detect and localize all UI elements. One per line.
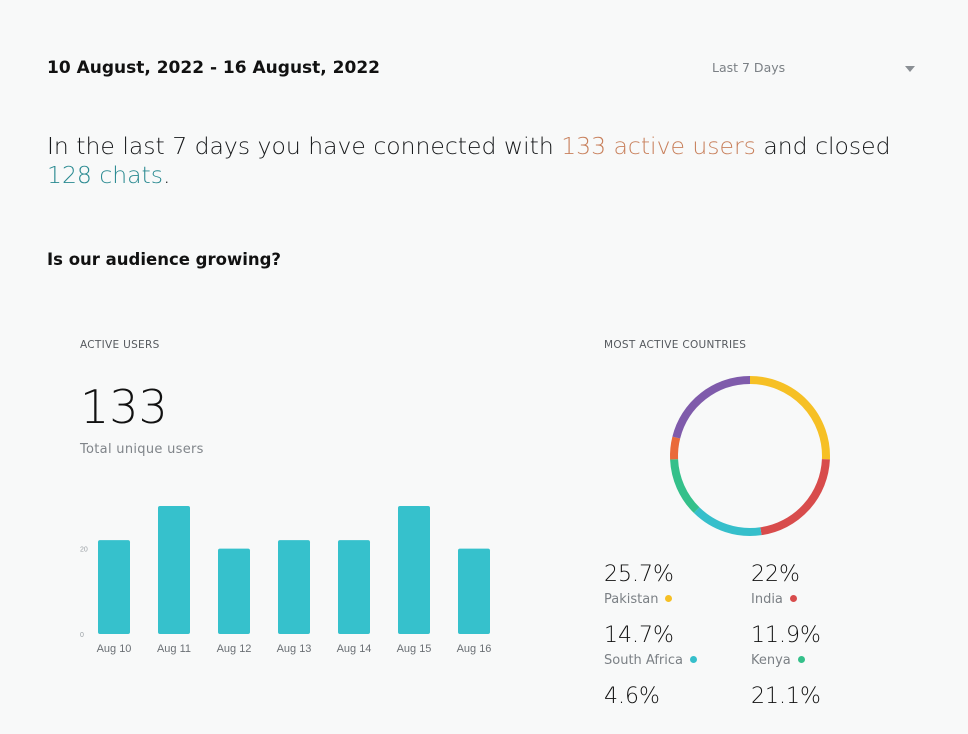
- active-users-title: ACTIVE USERS: [80, 339, 160, 351]
- bar[interactable]: [158, 506, 190, 634]
- summary-prefix: In the last 7 days you have connected wi…: [47, 132, 562, 160]
- donut-slice[interactable]: [760, 459, 830, 536]
- summary-middle: and closed: [755, 132, 891, 160]
- country-percent: 11.9%: [751, 623, 821, 648]
- active-users-subtitle: Total unique users: [80, 442, 204, 457]
- country-stat: 11.9% Kenya: [751, 623, 891, 673]
- x-tick-label: Aug 14: [337, 643, 372, 655]
- country-stat: 25.7% Pakistan: [604, 562, 744, 612]
- x-tick-label: Aug 13: [277, 643, 312, 655]
- donut-slice[interactable]: [672, 376, 751, 439]
- date-range-label: 10 August, 2022 - 16 August, 2022: [47, 58, 380, 78]
- country-stat: 4.6%: [604, 684, 744, 734]
- donut-slice[interactable]: [693, 507, 762, 536]
- section-title: Is our audience growing?: [47, 250, 281, 269]
- bar[interactable]: [338, 540, 370, 634]
- countries-title: MOST ACTIVE COUNTRIES: [604, 339, 747, 351]
- legend-dot: [797, 656, 805, 663]
- bar[interactable]: [458, 548, 490, 634]
- donut-slice[interactable]: [749, 376, 830, 460]
- bar[interactable]: [398, 506, 430, 634]
- summary-suffix: .: [163, 161, 171, 189]
- x-tick-label: Aug 15: [397, 643, 432, 655]
- legend-dot: [665, 595, 673, 602]
- country-name: South Africa: [604, 653, 697, 668]
- country-percent: 25.7%: [604, 562, 674, 587]
- summary-text: In the last 7 days you have connected wi…: [47, 132, 927, 190]
- country-percent: 14.7%: [604, 623, 674, 648]
- bar[interactable]: [98, 540, 130, 634]
- y-tick-label: 0: [80, 632, 84, 639]
- bar[interactable]: [218, 548, 250, 634]
- country-percent: 21.1%: [751, 684, 821, 709]
- country-percent: 22%: [751, 562, 800, 587]
- x-tick-label: Aug 16: [457, 643, 492, 655]
- x-tick-label: Aug 12: [217, 643, 252, 655]
- bar[interactable]: [278, 540, 310, 634]
- chevron-down-icon: [905, 66, 915, 72]
- report-header: 10 August, 2022 - 16 August, 2022 Last 7…: [47, 58, 919, 80]
- legend-dot: [690, 656, 697, 663]
- active-users-total: 133: [80, 380, 168, 434]
- country-stat: 14.7% South Africa: [604, 623, 744, 673]
- country-percent: 4.6%: [604, 684, 660, 709]
- country-stat: 22% India: [751, 562, 891, 612]
- period-dropdown-value: Last 7 Days: [712, 60, 786, 75]
- x-tick-label: Aug 11: [157, 643, 191, 655]
- country-name: India: [751, 592, 797, 607]
- active-users-highlight: 133 active users: [561, 132, 756, 160]
- y-tick-label: 20: [80, 547, 88, 554]
- country-name: Pakistan: [604, 592, 673, 607]
- active-users-bar-chart: 0 20 Aug 10 Aug 11 Aug 12 Aug 13 Aug 14 Aug 15 A…: [80, 506, 492, 655]
- country-stat: 21.1%: [751, 684, 891, 734]
- period-dropdown[interactable]: Last 7 Days: [712, 60, 917, 78]
- x-tick-label: Aug 10: [97, 643, 132, 655]
- donut-slice[interactable]: [670, 436, 681, 460]
- donut-slice[interactable]: [670, 459, 700, 513]
- countries-donut-chart: [670, 376, 830, 536]
- country-name: Kenya: [751, 653, 805, 668]
- legend-dot: [789, 595, 797, 602]
- closed-chats-highlight: 128 chats: [47, 161, 163, 189]
